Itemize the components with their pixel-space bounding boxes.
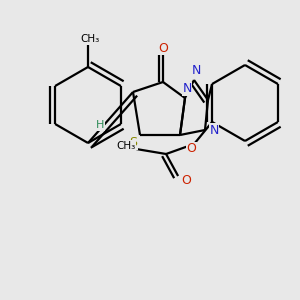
Text: CH₃: CH₃ (80, 34, 100, 44)
Text: S: S (129, 136, 137, 149)
Text: N: N (209, 124, 219, 136)
Text: H: H (96, 121, 105, 130)
Text: O: O (186, 142, 196, 155)
Text: O: O (158, 41, 168, 55)
Text: N: N (182, 82, 192, 95)
Text: O: O (181, 175, 191, 188)
Text: CH₃: CH₃ (116, 141, 136, 151)
Text: N: N (191, 64, 201, 77)
